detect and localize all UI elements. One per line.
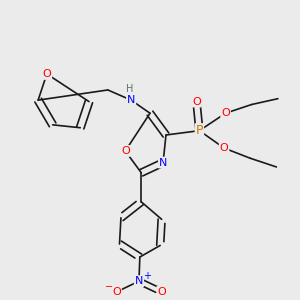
Text: O: O xyxy=(221,108,230,118)
Text: −: − xyxy=(105,282,113,292)
Text: N: N xyxy=(159,158,167,168)
Text: P: P xyxy=(196,124,203,137)
Text: +: + xyxy=(143,271,151,281)
Text: O: O xyxy=(121,146,130,156)
Text: O: O xyxy=(43,69,51,79)
Text: O: O xyxy=(112,287,121,297)
Text: O: O xyxy=(192,97,201,106)
Text: O: O xyxy=(220,143,229,153)
Text: O: O xyxy=(157,287,166,297)
Text: N: N xyxy=(135,276,143,286)
Text: H: H xyxy=(126,83,133,94)
Text: N: N xyxy=(127,95,135,105)
